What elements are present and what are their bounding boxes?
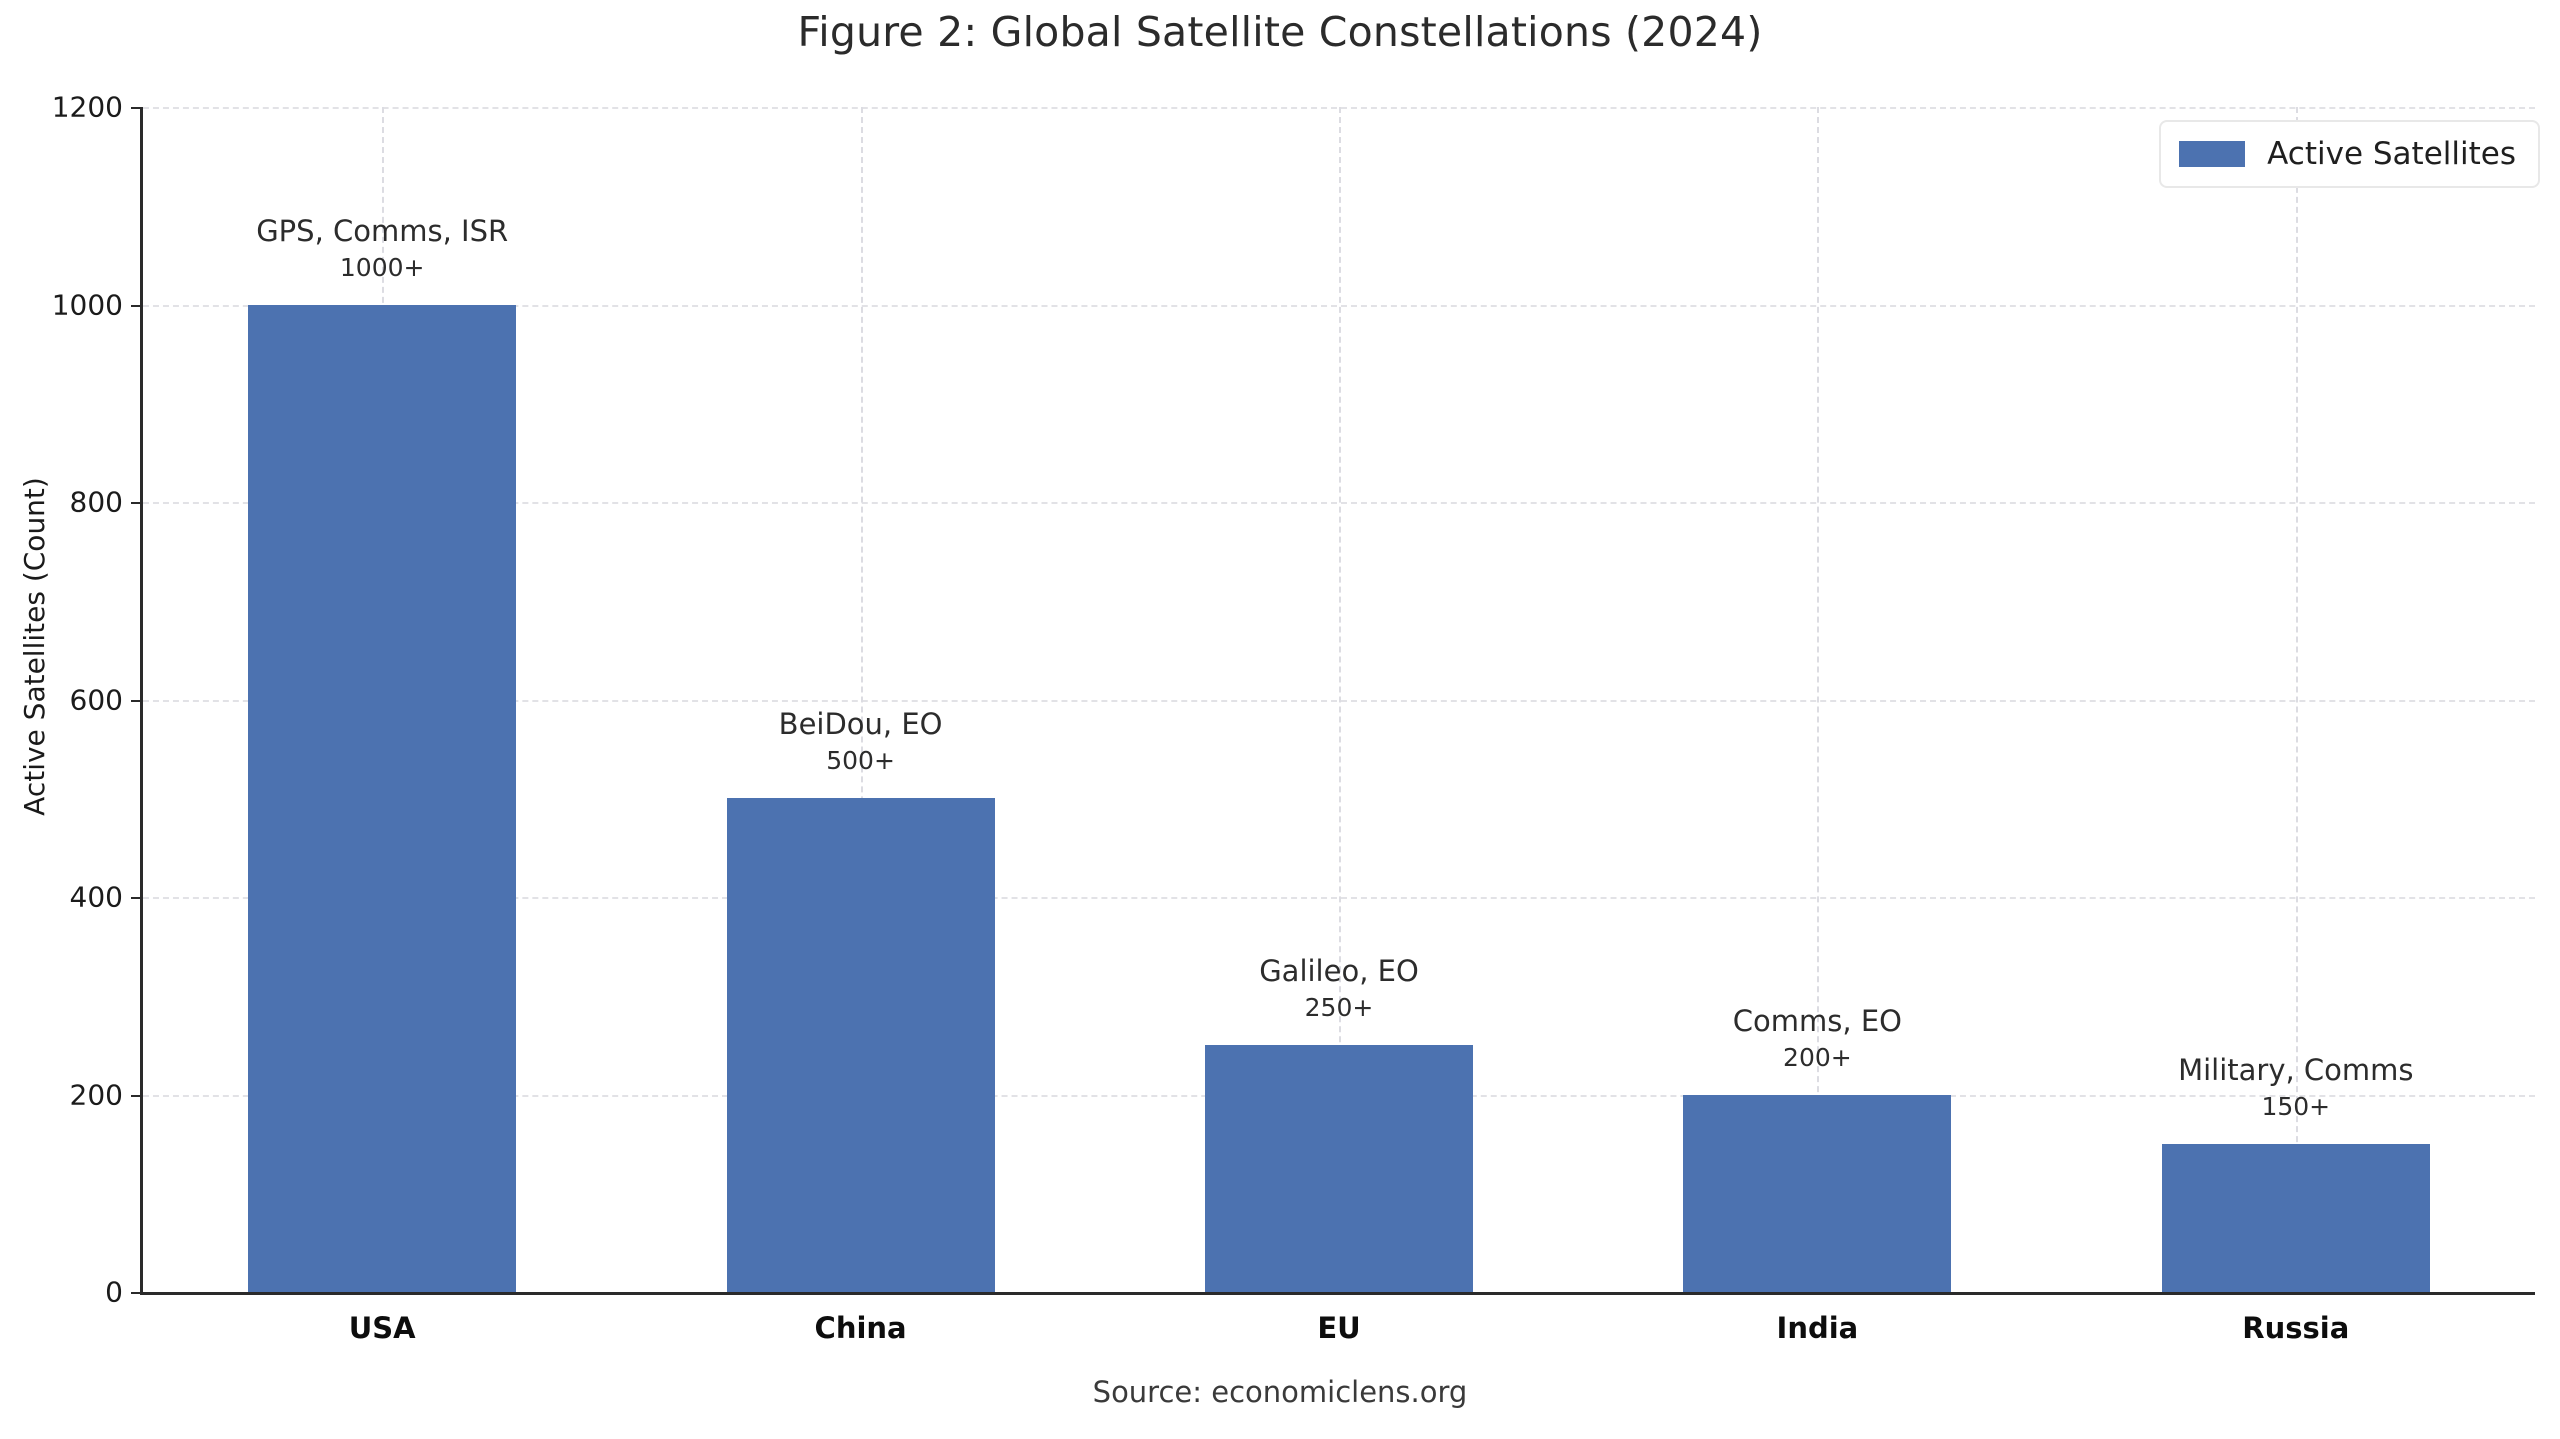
bar-annotation-india: Comms, EO 200+: [1732, 1003, 1902, 1072]
y-tick-mark: [131, 107, 143, 109]
plot-area: 0 200 400 600 800 1000 1200 GPS, Comms, ISR 1000…: [52, 91, 2535, 1345]
bar-annotation-value: 200+: [1783, 1042, 1852, 1072]
y-tick-label: 1000: [51, 288, 123, 321]
y-axis-title: Active Satellites (Count): [14, 0, 54, 1292]
y-tick-mark: [131, 897, 143, 899]
bar-annotation-description: Galileo, EO: [1259, 954, 1419, 989]
chart-legend[interactable]: Active Satellites: [2159, 120, 2540, 188]
bar-annotation-description: GPS, Comms, ISR: [256, 213, 509, 248]
source-note: Source: economiclens.org: [1092, 1375, 1468, 1409]
bar-annotation-china: BeiDou, EO 500+: [778, 707, 943, 776]
y-tick-label: 800: [69, 485, 123, 519]
y-tick-mark: [131, 1094, 143, 1097]
y-tick-label: 1200: [51, 90, 123, 124]
legend-label-active-satellites: Active Satellites: [2267, 136, 2516, 172]
page-title: Figure 2: Global Satellite Constellation…: [797, 8, 1763, 56]
bar-annotation-russia: Military, Comms 150+: [2178, 1052, 2414, 1121]
y-tick-label: 200: [69, 1078, 123, 1111]
bar-annotation-value: 500+: [826, 746, 895, 776]
y-tick-mark: [131, 502, 143, 504]
y-tick-mark: [131, 699, 143, 702]
bar-annotation-usa: GPS, Comms, ISR 1000+: [256, 213, 509, 282]
y-tick-label: 400: [69, 880, 123, 914]
x-gridline: [1339, 107, 1341, 1292]
bar-annotation-value: 150+: [2261, 1091, 2331, 1121]
x-tick-label-usa: USA: [348, 1311, 416, 1345]
y-tick-mark: [131, 1292, 143, 1294]
y-tick-label: 600: [69, 683, 123, 716]
x-gridline: [1817, 107, 1820, 1292]
x-gridline: [2295, 107, 2298, 1292]
bar-india[interactable]: [1683, 1094, 1952, 1292]
bar-eu[interactable]: [1205, 1045, 1473, 1292]
y-tick-label: 0: [105, 1275, 123, 1309]
bar-china[interactable]: [726, 798, 995, 1292]
y-axis-title-label: Active Satellites (Count): [17, 476, 51, 816]
x-tick-label-eu: EU: [1317, 1311, 1361, 1345]
legend-swatch-active-satellites: [2179, 141, 2246, 167]
bar-annotation-value: 1000+: [339, 252, 425, 282]
x-tick-label-india: India: [1776, 1311, 1859, 1345]
x-tick-label-russia: Russia: [2242, 1311, 2350, 1345]
bar-annotation-description: BeiDou, EO: [778, 707, 943, 742]
x-tick-label-china: China: [814, 1311, 907, 1345]
bar-annotation-value: 250+: [1304, 993, 1374, 1023]
bar-usa[interactable]: [248, 304, 517, 1292]
y-tick-mark: [131, 304, 143, 307]
bar-annotation-description: Comms, EO: [1732, 1003, 1902, 1038]
x-gridline: [860, 107, 863, 1292]
bar-annotation-description: Military, Comms: [2178, 1052, 2414, 1087]
bar-russia[interactable]: [2161, 1143, 2430, 1292]
bar-annotation-eu: Galileo, EO 250+: [1259, 954, 1419, 1023]
